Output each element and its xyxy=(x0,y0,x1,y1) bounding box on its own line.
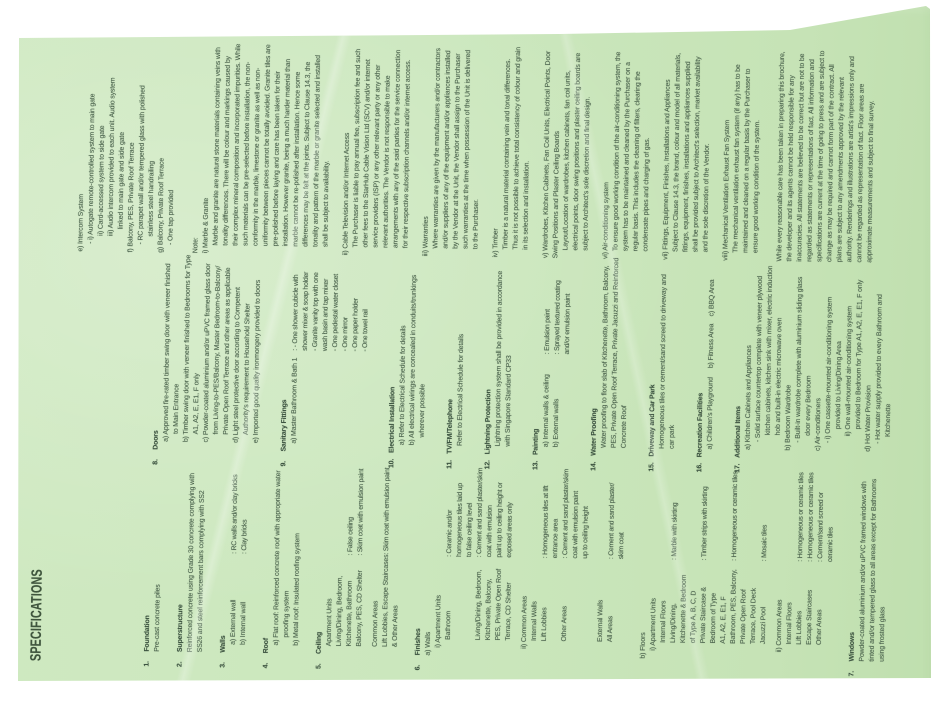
spec-label: Bathroom xyxy=(444,610,453,640)
item-title: Sanitary Fittings xyxy=(280,399,289,452)
item-number: 14. xyxy=(590,461,598,471)
spec-column-1: 1.Foundation Pre-cast concrete piles 2.Sup… xyxy=(142,463,890,677)
item-title: Foundation xyxy=(143,615,152,652)
item-title: Lightning Protection xyxy=(484,389,493,455)
item-number: 2. xyxy=(176,661,184,668)
item-title: Electrical Installation xyxy=(388,386,397,454)
item-number: 9. xyxy=(280,460,288,467)
spec-label: Lift Lobbies xyxy=(540,607,549,642)
spec-line: Reinforced concrete using Grade 30 concr… xyxy=(186,473,206,653)
spec-value: : Timber strips with skirting xyxy=(701,486,710,561)
item-number: 13. xyxy=(532,460,540,471)
spec-paragraph: To ensure good working condition of the … xyxy=(612,51,651,252)
spec-paragraph: While every reasonable care has been tak… xyxy=(776,50,876,263)
spec-column-3: e) Intercom System - i) Autogate remote-c… xyxy=(76,40,878,263)
item-title: Doors xyxy=(152,430,160,450)
item-number: 17. xyxy=(734,463,742,473)
item-title: Additional Items xyxy=(734,406,743,458)
spec-paragraph: The mechanical ventilation exhaust fan s… xyxy=(732,64,762,254)
spec-value: : Marble with skirting xyxy=(671,502,679,561)
item-title: Driveway and Car Park xyxy=(648,384,657,457)
item-title: Recreation Facilities xyxy=(696,392,705,458)
spec-label: Living/Dining, Kitchenette & Bedroom of … xyxy=(669,574,698,644)
spec-value: : Mosaic tiles xyxy=(761,524,769,562)
spec-value: : Skim coat with emulsion paint xyxy=(357,468,366,556)
spec-line: Homogeneous tiles or cement/sand screed … xyxy=(658,274,676,449)
spec-row: Lift Lobbies : Homogeneous tiles at lift … xyxy=(539,468,562,672)
item-number: 6. xyxy=(414,664,422,671)
spec-label: Balcony, PES, CD Shelter xyxy=(355,570,364,647)
item-number: 8. xyxy=(152,459,160,465)
item-title: Roof xyxy=(262,638,270,654)
spec-paragraph: Subject to Clause 14.3, the brand, colou… xyxy=(672,52,711,253)
spec-line: Powder-coated aluminium and/or uPVC fram… xyxy=(858,478,887,662)
spec-line: Lightning protection system shall be pro… xyxy=(494,270,513,447)
spec-paragraph: Marble and granite are natural stone mat… xyxy=(212,43,331,248)
spec-paragraph: Timber is a natural material containing … xyxy=(502,46,531,250)
item-title: Superstructure xyxy=(176,604,185,653)
item-title: Ceiling xyxy=(315,631,323,655)
spec-row: Other Areas : Cement and sand plaster/ski… xyxy=(559,468,592,672)
item-title: Walls xyxy=(219,635,227,653)
item-number: 10. xyxy=(388,458,396,469)
item-number: 11. xyxy=(446,459,454,469)
spec-row: Private Staircase & Bedroom of Type A1, … xyxy=(698,470,731,674)
item-number: 5. xyxy=(315,663,323,670)
item-number: 7. xyxy=(848,670,856,677)
item-title: Windows xyxy=(848,632,857,662)
spec-value: : Cement and sand plaster/ skim coat xyxy=(608,482,626,560)
spec-label: a) Master Bathroom & Bath 1 xyxy=(290,357,299,444)
spec-label: Bathroom, PES, Balcony, Private Open Roo… xyxy=(729,569,758,645)
item-title: Finishes xyxy=(414,628,423,656)
spec-label: All Areas xyxy=(606,615,615,643)
spec-value: : Clay bricks xyxy=(241,519,249,555)
spec-line: Water proofing to floor slab of Kitchene… xyxy=(600,257,629,449)
spec-column-2: 8.Doors a) Approved fire-rated timber swi… xyxy=(151,249,896,475)
spec-value: : Sprayed textured coating and/or emulsi… xyxy=(553,280,572,355)
item-number: 4. xyxy=(262,662,270,669)
item-number: 1. xyxy=(143,661,151,667)
spec-label: Living/Dining, Bedroom, Kitchenette, Bal… xyxy=(474,568,513,641)
item-title: TV/FM/Telephone xyxy=(446,399,455,454)
spec-value: : - One shower cubicle with shower mixer… xyxy=(291,271,370,352)
item-number: 12. xyxy=(484,460,492,470)
spec-label: b) External walls xyxy=(552,398,561,448)
spec-value: : Ceramic and/or homogeneous tiles laid … xyxy=(446,483,474,558)
spec-row: Bathroom, PES, Balcony, Private Open Roo… xyxy=(728,471,761,675)
spec-row: Bathroom : Ceramic and/or homogeneous til… xyxy=(443,467,476,671)
spec-value: : Homogeneous tiles at lift entrance are… xyxy=(542,485,560,559)
item-number: 16. xyxy=(696,463,704,473)
spec-paragraph: The Purchaser is liable to pay annual fe… xyxy=(352,48,412,249)
spec-value: : Skim coat with emulsion paint xyxy=(383,467,392,555)
spec-row: Living/Dining, Bedroom, Kitchenette, Bal… xyxy=(473,467,516,672)
spec-line: Kitchenette xyxy=(884,403,893,438)
spec-value: : Cement and sand plaster/skim coat with… xyxy=(562,469,590,559)
spec-value: : Cement/sand screed or ceramic tiles xyxy=(817,492,835,563)
item-number: 3. xyxy=(219,662,227,668)
spec-label: Jacuzzi Pool xyxy=(759,606,768,645)
spec-value: : Cement and sand plaster/skim coat with… xyxy=(476,467,514,558)
spec-value: : Homogeneous or ceramic tiles xyxy=(731,471,740,561)
page-title: SPECIFICATIONS xyxy=(27,569,46,662)
item-title: Painting xyxy=(532,428,540,456)
spec-label: Private Staircase & Bedroom of Type A1, … xyxy=(699,587,728,644)
spec-label: b) Internal wall xyxy=(239,602,248,646)
spec-paragraph: Layout/Location of wardrobes, kitchen ca… xyxy=(562,52,592,251)
item-title: Water Proofing xyxy=(590,408,599,456)
spec-paragraph: Where warranties are given by the manufa… xyxy=(432,48,481,250)
spec-row: a) Master Bathroom & Bath 1 : - One showe… xyxy=(289,251,372,468)
spec-label: Other Areas xyxy=(815,609,824,646)
spec-label: Other Areas xyxy=(560,605,569,642)
document-content: SPECIFICATIONS 1.Foundation Pre-cast conc… xyxy=(27,40,931,681)
spec-row: Living/Dining, Kitchenette & Bedroom of … xyxy=(668,470,701,674)
item-number: 15. xyxy=(648,462,656,472)
